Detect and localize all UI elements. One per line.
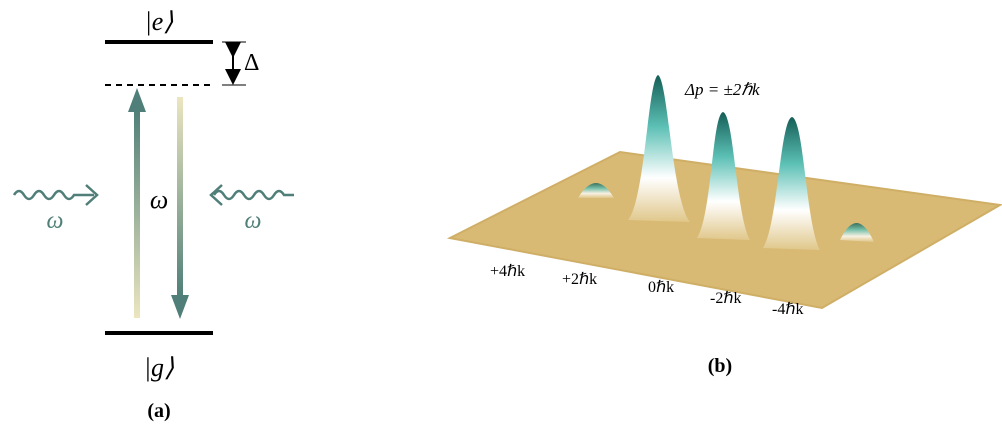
momentum-label: +2ℏk xyxy=(562,271,597,288)
excited-state-label: |e⟩ xyxy=(145,7,174,36)
detuning-label: Δ xyxy=(244,50,259,76)
emission-arrow xyxy=(177,97,183,297)
annotation: Δp = ±2ℏk xyxy=(684,80,760,99)
peak xyxy=(628,75,690,222)
photon-wave xyxy=(14,191,94,199)
omega-label: ω xyxy=(150,185,168,214)
arrow-head xyxy=(171,295,189,319)
arrow-head xyxy=(211,185,222,205)
momentum-label: -2ℏk xyxy=(710,290,741,307)
momentum-label: +4ℏk xyxy=(490,263,525,280)
ground-state-label: |g⟩ xyxy=(144,353,174,382)
figure: Δ |e⟩ ω |g⟩ (a) ω ω Δp = ±2ℏk +4ℏk +2ℏk … xyxy=(0,0,1002,430)
caption: (a) xyxy=(147,400,170,422)
panel-a: Δ |e⟩ ω |g⟩ (a) ω ω xyxy=(14,7,294,422)
momentum-label: 0ℏk xyxy=(648,279,674,296)
absorption-arrow xyxy=(134,110,140,318)
momentum-label: -4ℏk xyxy=(772,301,803,318)
omega-label: ω xyxy=(47,208,64,234)
omega-label: ω xyxy=(245,208,262,234)
arrow-head xyxy=(128,88,146,112)
caption: (b) xyxy=(708,355,732,377)
panel-b: Δp = ±2ℏk +4ℏk +2ℏk 0ℏk -2ℏk -4ℏk (b) xyxy=(450,75,1000,377)
photon-wave xyxy=(214,191,294,199)
